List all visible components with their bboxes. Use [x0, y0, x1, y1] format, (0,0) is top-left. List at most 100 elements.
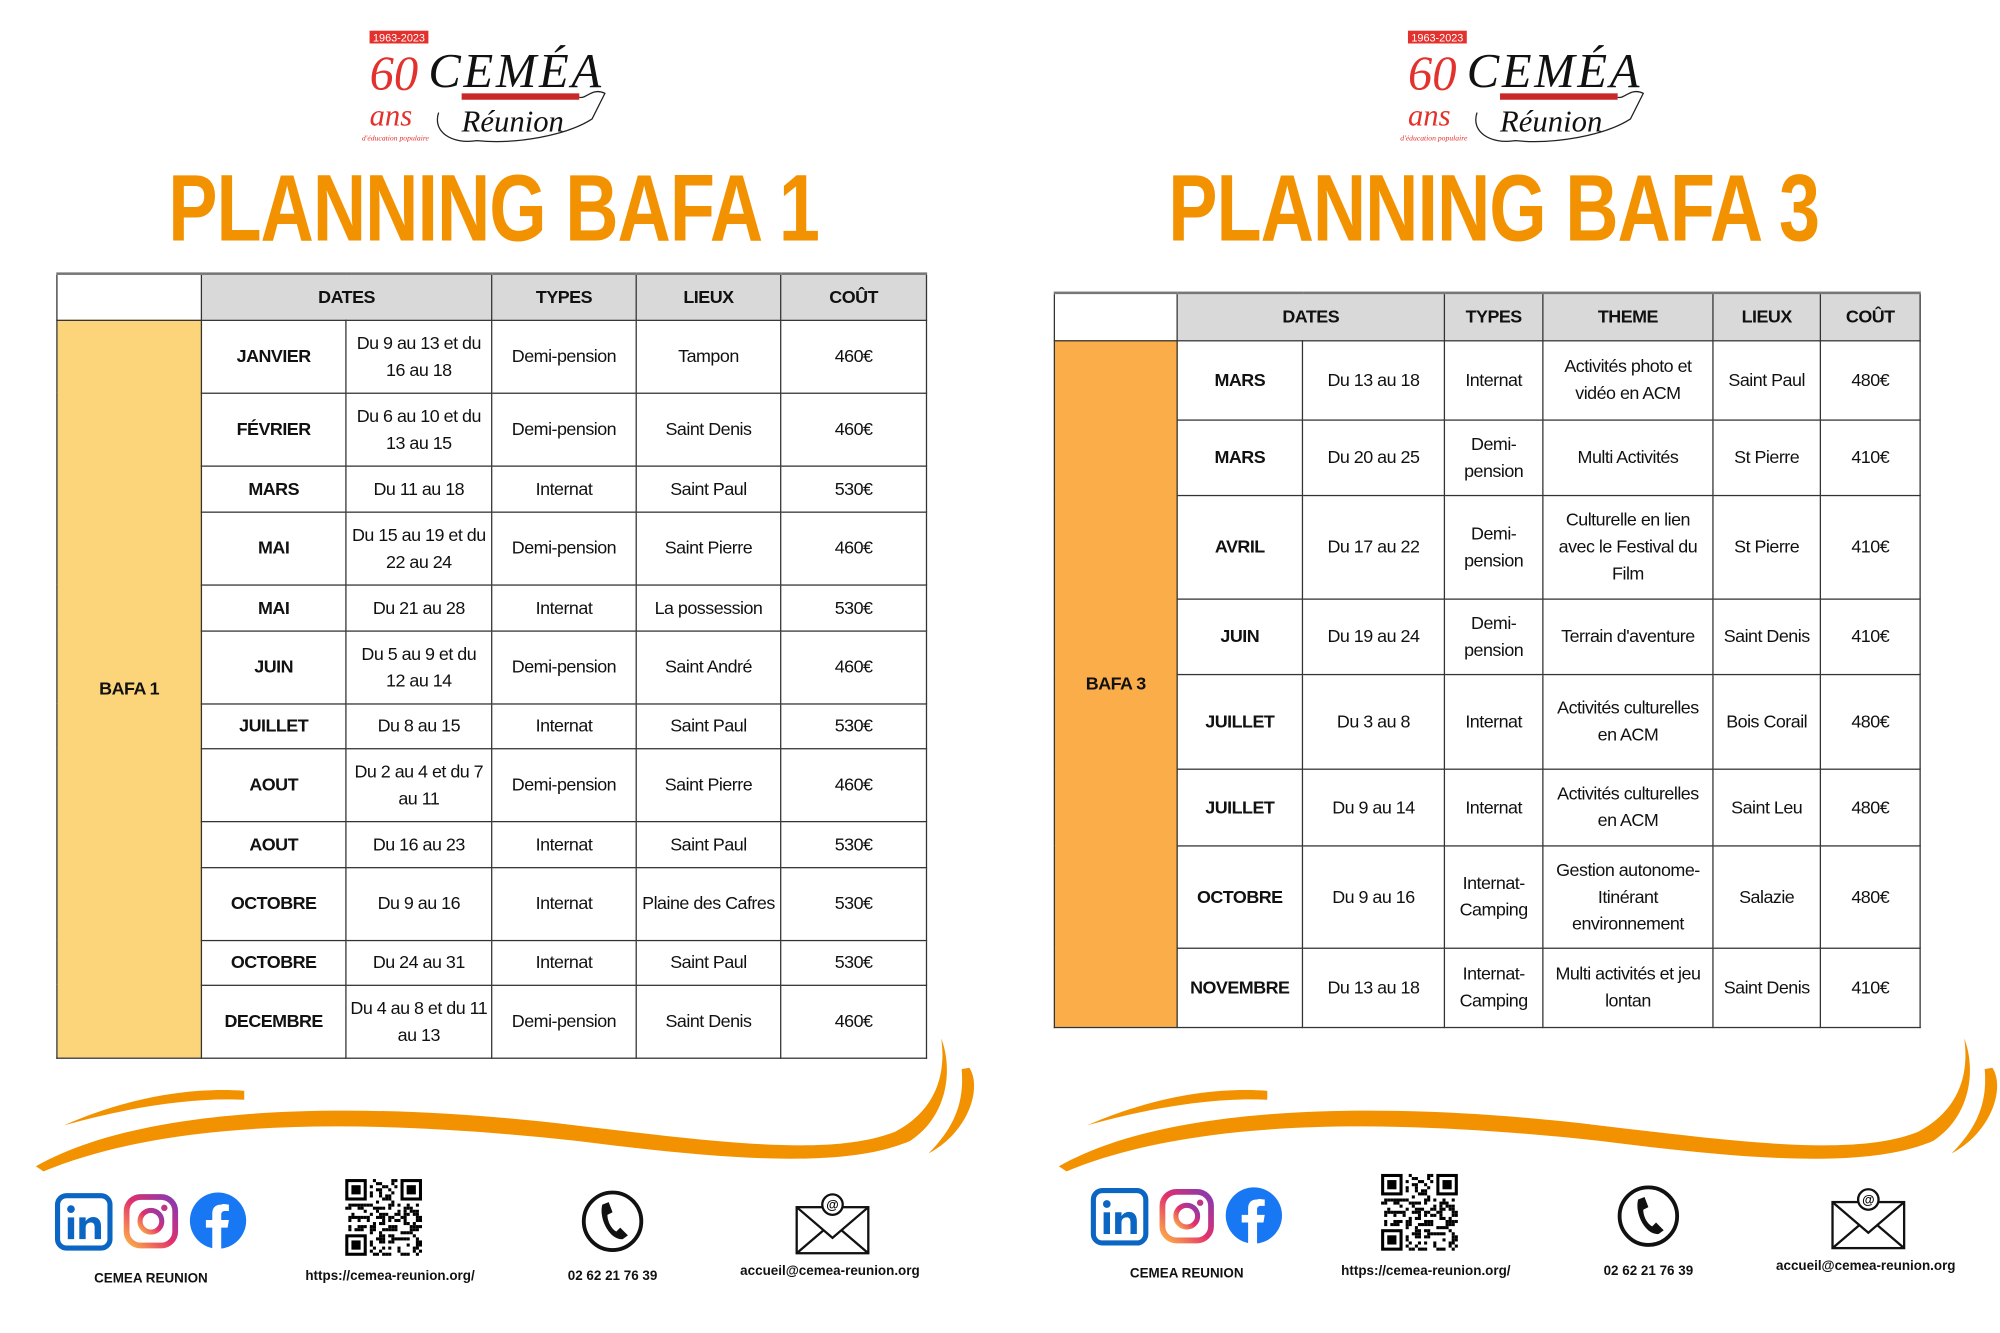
theme-cell: Culturelle en lien avec le Festival du F…: [1542, 494, 1714, 600]
phone-number[interactable]: 02 62 21 76 39: [567, 1268, 658, 1284]
table-row: NOVEMBRE Du 13 au 18 Internat-Camping Multi…: [1054, 946, 1921, 1028]
svg-text:d'éducation populaire: d'éducation populaire: [1400, 134, 1468, 143]
location-cell: Bois Corail: [1712, 673, 1822, 770]
month-cell: JUIN: [200, 629, 347, 704]
bafa1-schedule-table: DATES TYPES LIEUX COÛT BAFA 1 JANVIER Du 9 au …: [56, 272, 928, 1059]
table-row: JUILLET Du 9 au 14 Internat Activités cultu…: [1054, 767, 1921, 846]
header-theme: THEME: [1542, 291, 1714, 341]
qr-code-icon[interactable]: [345, 1179, 423, 1256]
month-cell: JUILLET: [200, 702, 347, 749]
header-dates: DATES: [200, 272, 493, 321]
phone-number[interactable]: 02 62 21 76 39: [1603, 1263, 1694, 1279]
training-label: BAFA 1: [56, 319, 203, 1059]
website-link[interactable]: https://cemea-reunion.org/: [1341, 1263, 1511, 1279]
month-cell: OCTOBRE: [1176, 844, 1304, 949]
qr-code-icon[interactable]: [1381, 1173, 1458, 1251]
cost-cell: 480€: [1819, 844, 1921, 949]
header-cot: COÛT: [1819, 291, 1921, 341]
cemea-logo-left: 1963-2023 60 CEMÉA ans Réunion d'éducati…: [362, 30, 606, 143]
table-row: MAI Du 21 au 28 Internat La possession 530€: [57, 583, 928, 632]
location-cell: Saint André: [635, 629, 782, 704]
email-icon[interactable]: @: [1831, 1187, 1906, 1251]
dates-cell: Du 3 au 8: [1301, 673, 1446, 770]
type-cell: Demi-pension: [491, 391, 637, 467]
theme-cell: Multi activités et jeu lontan: [1542, 946, 1714, 1028]
email-address[interactable]: accueil@cemea-reunion.org: [1776, 1258, 1956, 1274]
table-row: MAI Du 15 au 19 et du 22 au 24 Demi-pensio…: [57, 510, 928, 586]
linkedin-icon[interactable]: [54, 1193, 113, 1251]
cost-cell: 530€: [780, 939, 928, 986]
dates-cell: Du 2 au 4 et du 7 au 11: [345, 747, 493, 822]
month-cell: DECEMBRE: [200, 984, 347, 1059]
dates-cell: Du 20 au 25: [1301, 418, 1446, 496]
svg-text:60: 60: [370, 47, 419, 101]
type-cell: Internat: [491, 702, 637, 749]
email-address[interactable]: accueil@cemea-reunion.org: [740, 1263, 920, 1279]
theme-cell: Gestion autonome-Itinérant environnement: [1542, 844, 1714, 949]
month-cell: JUILLET: [1176, 767, 1304, 846]
cost-cell: 460€: [780, 391, 928, 467]
type-cell: Internat: [491, 820, 637, 868]
footer-right: CEMEA REUNION https://cemea-reunion.org/…: [1036, 0, 2000, 1327]
table-header: DATES TYPES LIEUX COÛT: [56, 272, 928, 321]
page-title-bafa3: PLANNING BAFA 3: [1168, 154, 1820, 261]
cost-cell: 410€: [1819, 946, 1921, 1028]
cost-cell: 410€: [1819, 494, 1921, 600]
svg-text:d'éducation populaire: d'éducation populaire: [362, 134, 430, 143]
header-lieux: LIEUX: [1712, 291, 1822, 341]
type-cell: Internat: [491, 464, 637, 513]
type-cell: Demi-pension: [1443, 418, 1544, 496]
header-dates: DATES: [1176, 291, 1446, 341]
phone-icon[interactable]: [1616, 1184, 1680, 1248]
svg-text:@: @: [1862, 1192, 1874, 1207]
type-cell: Internat: [491, 866, 637, 941]
svg-text:CEMÉA: CEMÉA: [1467, 44, 1640, 98]
month-cell: AOUT: [200, 747, 347, 822]
location-cell: Salazie: [1712, 844, 1822, 949]
type-cell: Internat: [1443, 767, 1544, 846]
linkedin-icon[interactable]: [1090, 1188, 1149, 1246]
email-icon[interactable]: @: [795, 1192, 870, 1256]
cost-cell: 410€: [1819, 597, 1921, 675]
month-cell: MARS: [1176, 339, 1304, 421]
cost-cell: 480€: [1819, 767, 1921, 846]
type-cell: Demi-pension: [1443, 597, 1544, 675]
type-cell: Demi-pension: [491, 319, 637, 394]
facebook-icon[interactable]: [189, 1192, 247, 1250]
theme-cell: Activités photo et vidéo en ACM: [1542, 339, 1714, 421]
dates-cell: Du 9 au 13 et du 16 au 18: [345, 319, 493, 394]
svg-text:1963-2023: 1963-2023: [1411, 33, 1463, 45]
location-cell: St Pierre: [1712, 494, 1822, 600]
dates-cell: Du 5 au 9 et du 12 au 14: [345, 629, 493, 704]
cost-cell: 410€: [1819, 418, 1921, 496]
location-cell: Plaine des Cafres: [635, 866, 782, 941]
table-row: OCTOBRE Du 9 au 16 Internat-Camping Gestion…: [1054, 844, 1921, 949]
svg-text:Réunion: Réunion: [461, 105, 564, 139]
instagram-icon[interactable]: [1159, 1188, 1215, 1244]
phone-icon[interactable]: [581, 1189, 645, 1253]
month-cell: FÉVRIER: [200, 391, 347, 467]
location-cell: Saint Pierre: [635, 747, 782, 822]
svg-text:@: @: [826, 1197, 838, 1212]
header-blank: [1053, 291, 1178, 341]
cost-cell: 460€: [780, 747, 928, 822]
type-cell: Demi-pension: [491, 629, 637, 704]
location-cell: Saint Paul: [635, 820, 782, 868]
dates-cell: Du 24 au 31: [345, 939, 493, 986]
facebook-icon[interactable]: [1225, 1187, 1283, 1245]
bafa3-schedule-table: DATES TYPES THEME LIEUX COÛT BAFA 3 MARS Du 13 …: [1053, 291, 1921, 1028]
website-link[interactable]: https://cemea-reunion.org/: [305, 1268, 475, 1284]
header-types: TYPES: [1443, 291, 1544, 341]
table-row: FÉVRIER Du 6 au 10 et du 13 au 15 Demi-pen…: [57, 391, 928, 467]
dates-cell: Du 19 au 24: [1301, 597, 1446, 675]
cost-cell: 530€: [780, 464, 928, 513]
type-cell: Demi-pension: [491, 747, 637, 822]
table-row: BAFA 1 JANVIER Du 9 au 13 et du 16 au 18 De…: [56, 319, 928, 1059]
dates-cell: Du 15 au 19 et du 22 au 24: [345, 510, 493, 586]
theme-cell: Activités culturelles en ACM: [1542, 673, 1714, 770]
instagram-icon[interactable]: [123, 1193, 179, 1249]
type-cell: Internat-Camping: [1443, 844, 1544, 949]
social-label: CEMEA REUNION: [1129, 1266, 1244, 1282]
svg-text:CEMÉA: CEMÉA: [428, 44, 601, 98]
table-row: JUILLET Du 3 au 8 Internat Activités cultur…: [1054, 673, 1921, 770]
